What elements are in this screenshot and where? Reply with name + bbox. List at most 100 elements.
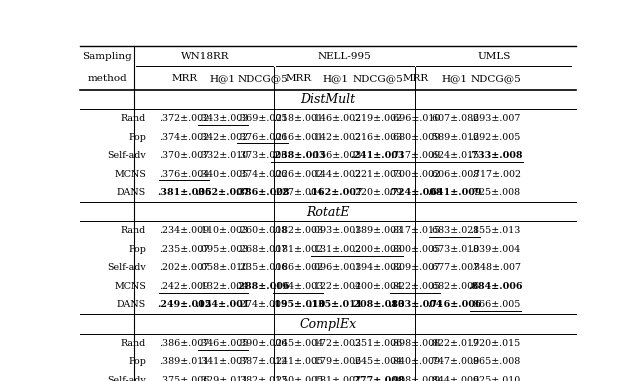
Text: .589±.012: .589±.012: [429, 133, 479, 142]
Text: MRR: MRR: [171, 74, 197, 83]
Text: .122±.004: .122±.004: [311, 282, 361, 291]
Text: .866±.005: .866±.005: [470, 300, 521, 309]
Text: .181±.002: .181±.002: [273, 245, 323, 254]
Text: Pop: Pop: [128, 133, 146, 142]
Text: .343±.003: .343±.003: [198, 114, 248, 123]
Text: .696±.010: .696±.010: [390, 114, 440, 123]
Text: .241±.005: .241±.005: [273, 357, 323, 366]
Text: .607±.082: .607±.082: [429, 114, 479, 123]
Text: .242±.009: .242±.009: [159, 282, 209, 291]
Text: .381±.006: .381±.006: [157, 188, 211, 197]
Text: UMLS: UMLS: [477, 52, 510, 61]
Text: .822±.017: .822±.017: [429, 339, 479, 348]
Text: .182±.003: .182±.003: [273, 226, 323, 235]
Text: .146±.002: .146±.002: [311, 114, 361, 123]
Text: Rand: Rand: [121, 226, 146, 235]
Text: .641±.009: .641±.009: [428, 188, 482, 197]
Text: NDCG@5: NDCG@5: [470, 74, 521, 83]
Text: Rand: Rand: [121, 114, 146, 123]
Text: .095±.003: .095±.003: [198, 245, 248, 254]
Text: .346±.005: .346±.005: [198, 339, 248, 348]
Text: .382±.013: .382±.013: [237, 376, 287, 381]
Text: .833±.004: .833±.004: [388, 300, 442, 309]
Text: .724±.008: .724±.008: [388, 188, 442, 197]
Text: .817±.015: .817±.015: [390, 226, 440, 235]
Text: .800±.005: .800±.005: [390, 245, 440, 254]
Text: NELL-995: NELL-995: [318, 52, 372, 61]
Text: .288±.006: .288±.006: [236, 282, 290, 291]
Text: .386±.008: .386±.008: [236, 188, 290, 197]
Text: .135±.011: .135±.011: [308, 300, 363, 309]
Text: .250±.005: .250±.005: [273, 376, 323, 381]
Text: .194±.003: .194±.003: [273, 282, 323, 291]
Text: WN18RR: WN18RR: [180, 52, 229, 61]
Text: H@1: H@1: [442, 74, 467, 83]
Text: .682±.006: .682±.006: [429, 282, 479, 291]
Text: MRR: MRR: [402, 74, 428, 83]
Text: .227±.004: .227±.004: [273, 188, 323, 197]
Text: .717±.002: .717±.002: [470, 170, 521, 179]
Text: .235±.007: .235±.007: [159, 245, 209, 254]
Text: .692±.005: .692±.005: [470, 133, 521, 142]
Text: .238±.003: .238±.003: [271, 151, 326, 160]
Text: .908±.009: .908±.009: [390, 376, 440, 381]
Text: .154±.001: .154±.001: [196, 300, 250, 309]
Text: .110±.003: .110±.003: [198, 226, 248, 235]
Text: .235±.006: .235±.006: [237, 263, 288, 272]
Text: .189±.003: .189±.003: [353, 226, 403, 235]
Text: .058±.010: .058±.010: [198, 263, 248, 272]
Text: Rand: Rand: [121, 339, 146, 348]
Text: .822±.005: .822±.005: [390, 282, 440, 291]
Text: .374±.006: .374±.006: [237, 170, 287, 179]
Text: .925±.010: .925±.010: [470, 376, 521, 381]
Text: .844±.006: .844±.006: [429, 376, 479, 381]
Text: Self-adv: Self-adv: [108, 263, 146, 272]
Text: Sampling: Sampling: [83, 52, 132, 61]
Text: .606±.008: .606±.008: [429, 170, 479, 179]
Text: .245±.004: .245±.004: [353, 357, 403, 366]
Text: .369±.005: .369±.005: [237, 114, 288, 123]
Text: .156±.003: .156±.003: [311, 151, 361, 160]
Text: .920±.015: .920±.015: [470, 339, 521, 348]
Text: H@1: H@1: [323, 74, 349, 83]
Text: NDCG@5: NDCG@5: [352, 74, 403, 83]
Text: .144±.002: .144±.002: [311, 170, 361, 179]
Text: .717±.009: .717±.009: [390, 151, 440, 160]
Text: MRR: MRR: [285, 74, 311, 83]
Text: H@1: H@1: [210, 74, 236, 83]
Text: .219±.002: .219±.002: [353, 114, 403, 123]
Text: MCNS: MCNS: [114, 170, 146, 179]
Text: .693±.007: .693±.007: [470, 114, 521, 123]
Text: .840±.009: .840±.009: [390, 357, 440, 366]
Text: .200±.003: .200±.003: [353, 245, 403, 254]
Text: .172±.003: .172±.003: [311, 339, 361, 348]
Text: .747±.009: .747±.009: [429, 357, 479, 366]
Text: .186±.002: .186±.002: [273, 263, 323, 272]
Text: .131±.002: .131±.002: [311, 245, 361, 254]
Text: .208±.010: .208±.010: [350, 300, 405, 309]
Text: .142±.002: .142±.002: [311, 133, 361, 142]
Text: .226±.002: .226±.002: [273, 170, 323, 179]
Text: .268±.007: .268±.007: [237, 245, 287, 254]
Text: .332±.010: .332±.010: [198, 151, 248, 160]
Text: .677±.007: .677±.007: [429, 263, 479, 272]
Text: .839±.004: .839±.004: [470, 245, 521, 254]
Text: .179±.006: .179±.006: [311, 357, 361, 366]
Text: .725±.008: .725±.008: [470, 188, 521, 197]
Text: .390±.006: .390±.006: [237, 339, 288, 348]
Text: .200±.004: .200±.004: [353, 282, 403, 291]
Text: .386±.007: .386±.007: [159, 339, 209, 348]
Text: .374±.002: .374±.002: [159, 133, 209, 142]
Text: ComplEx: ComplEx: [300, 318, 356, 331]
Text: DANS: DANS: [116, 300, 146, 309]
Text: .340±.005: .340±.005: [198, 170, 248, 179]
Text: Self-adv: Self-adv: [108, 376, 146, 381]
Text: .202±.007: .202±.007: [159, 263, 209, 272]
Text: .194±.002: .194±.002: [353, 263, 403, 272]
Text: .716±.006: .716±.006: [428, 300, 482, 309]
Text: .216±.003: .216±.003: [353, 133, 403, 142]
Text: DistMult: DistMult: [300, 93, 356, 106]
Text: method: method: [88, 74, 127, 83]
Text: Pop: Pop: [128, 357, 146, 366]
Text: .241±.003: .241±.003: [350, 151, 405, 160]
